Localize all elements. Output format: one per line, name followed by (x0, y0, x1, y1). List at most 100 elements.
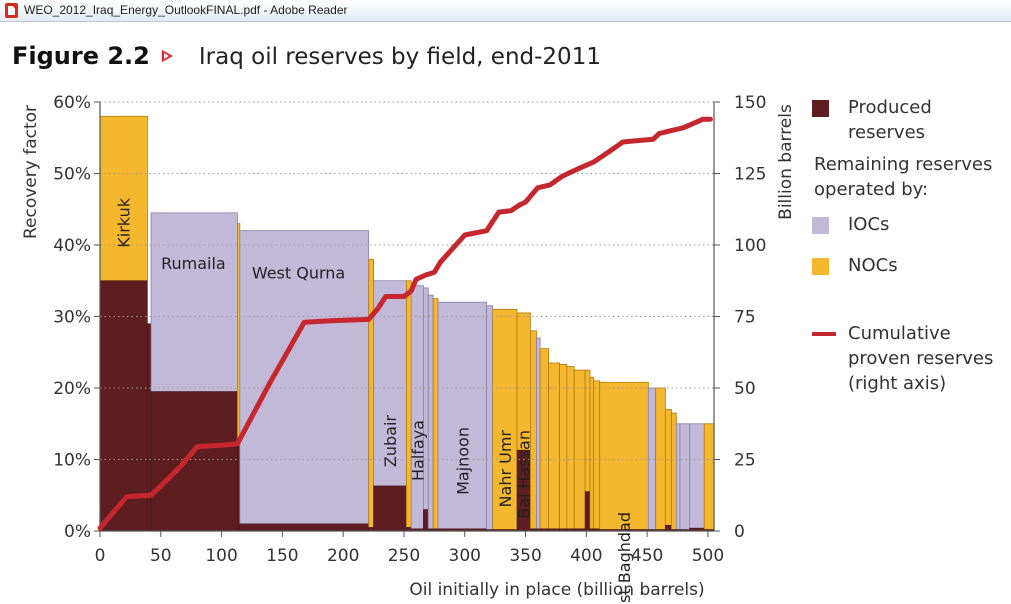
window-title: WEO_2012_Iraq_Energy_OutlookFINAL.pdf - … (24, 3, 348, 17)
legend-label-iocs: IOCs (848, 214, 890, 235)
y2-tick-label: 50 (734, 379, 756, 399)
remaining-bar-zubair (373, 280, 407, 487)
field-label-east-baghdad: East Baghdad (615, 512, 634, 604)
x-tick-label: 300 (449, 546, 481, 566)
legend-heading-remaining: Remaining reserves operated by: (814, 152, 1009, 202)
y2-tick-label: 75 (734, 308, 756, 328)
remaining-bar-east-baghdad (599, 381, 649, 530)
gridlines (100, 101, 714, 460)
field-field-12 (432, 298, 439, 532)
y-tick-label: 10% (53, 451, 91, 471)
field-labels: Kirkuk Rumaila West Qurna Zubair Halfaya Majn… (115, 197, 634, 604)
produced-bar-field-30 (665, 525, 672, 532)
figure-label: Figure 2.2 (12, 42, 150, 70)
produced-bar-field-2 (147, 323, 152, 532)
field-field-19 (539, 348, 550, 532)
x-tick-label: 150 (266, 546, 298, 566)
cumulative-line-layer (97, 116, 713, 531)
field-field-6 (368, 258, 374, 532)
field-bai-hassan (516, 312, 531, 532)
remaining-bar-field-6 (368, 258, 374, 528)
field-field-31 (671, 412, 677, 532)
legend-swatch-produced (812, 100, 829, 117)
pdf-document-icon (5, 3, 18, 18)
remaining-bar-bai-hassan (516, 312, 531, 451)
remaining-bar-field-12 (432, 298, 439, 530)
field-field-8 (405, 280, 412, 532)
remaining-bar-field-28 (647, 387, 657, 530)
y-axis-title: Recovery factor (21, 105, 41, 239)
triangle-arrow-icon (161, 50, 173, 62)
field-columns (99, 115, 715, 532)
legend-item-iocs: IOCs (812, 212, 1007, 237)
field-field-10 (423, 287, 429, 532)
field-field-24 (584, 369, 591, 532)
window-titlebar[interactable]: WEO_2012_Iraq_Energy_OutlookFINAL.pdf - … (0, 0, 1011, 22)
remaining-bar-field-11 (427, 294, 434, 530)
legend-item-produced: Produced reserves (812, 95, 1007, 145)
legend-label-remaining-heading: Remaining reserves operated by: (814, 154, 993, 200)
remaining-bar-field-34 (689, 423, 705, 529)
remaining-bar-field-22 (566, 366, 575, 530)
x-tick-label: 500 (692, 546, 724, 566)
produced-bar-kirkuk (99, 280, 148, 532)
x-tick-label: 50 (150, 546, 172, 566)
field-label-nahr-umr: Nahr Umr (496, 430, 515, 508)
produced-bar-zubair (373, 485, 407, 532)
field-halfaya (410, 285, 424, 532)
field-field-22 (566, 366, 575, 532)
field-label-zubair: Zubair (381, 415, 400, 468)
x-tick-label: 450 (631, 546, 663, 566)
field-field-25 (589, 376, 595, 532)
y2-tick-label: 125 (734, 165, 766, 185)
legend-item-cumulative: Cumulative proven reserves (right axis) (812, 321, 1007, 396)
field-field-34 (689, 423, 705, 532)
field-east-baghdad (599, 381, 649, 532)
y2-tick-label: 100 (734, 236, 766, 256)
y2-axis-title: Billion barrels (776, 104, 796, 220)
remaining-bar-field-21 (559, 364, 568, 530)
field-label-bai-hassan: Bai Hassan (515, 430, 534, 519)
field-field-14 (486, 305, 494, 532)
remaining-bar-field-31 (671, 412, 677, 530)
field-label-west-qurna: West Qurna (252, 264, 345, 283)
field-label-halfaya: Halfaya (408, 420, 427, 481)
field-label-majnoon: Majnoon (453, 427, 472, 495)
remaining-bar-field-24 (584, 369, 591, 493)
produced-bar-rumaila (150, 391, 238, 532)
remaining-bar-field-32 (675, 423, 681, 530)
field-field-26 (593, 380, 601, 532)
remaining-bar-majnoon (437, 301, 488, 530)
field-label-kirkuk: Kirkuk (115, 197, 134, 247)
remaining-bar-field-30 (664, 409, 672, 526)
field-rumaila (150, 212, 238, 532)
figure-heading: Figure 2.2 Iraq oil reserves by field, en… (12, 38, 601, 74)
remaining-bar-kirkuk (99, 115, 148, 282)
x-tick-label: 350 (509, 546, 541, 566)
remaining-bar-field-26 (593, 380, 601, 530)
remaining-bar-halfaya (410, 285, 424, 530)
legend-swatch-iocs (812, 217, 829, 234)
remaining-bar-west-qurna (239, 230, 370, 525)
remaining-bar-field-33 (679, 423, 691, 530)
remaining-bar-field-23 (573, 369, 586, 530)
field-kirkuk (99, 115, 148, 532)
produced-bar-field-10 (423, 509, 429, 532)
x-tick-label: 400 (570, 546, 602, 566)
x-tick-label: 0 (95, 546, 106, 566)
field-label-rumaila: Rumaila (161, 254, 226, 273)
produced-bar-field-24 (584, 491, 591, 532)
field-field-32 (675, 423, 681, 532)
y2-tick-label: 25 (734, 451, 756, 471)
produced-bar-west-qurna (239, 523, 369, 532)
remaining-bar-field-29 (655, 387, 666, 530)
field-majnoon (437, 301, 488, 532)
legend-label-nocs: NOCs (848, 255, 898, 276)
axes: 0% 10% 20% 30% 40% 50% 60% 0 25 50 75 100 125 150 0 50 1… (53, 93, 766, 566)
remaining-bar-field-18 (536, 337, 541, 530)
y2-tick-label: 0 (734, 522, 745, 542)
field-field-2 (147, 323, 152, 532)
legend-swatch-nocs (812, 258, 829, 275)
field-field-33 (679, 423, 691, 532)
legend-label-cumulative: Cumulative proven reserves (right axis) (848, 323, 994, 394)
